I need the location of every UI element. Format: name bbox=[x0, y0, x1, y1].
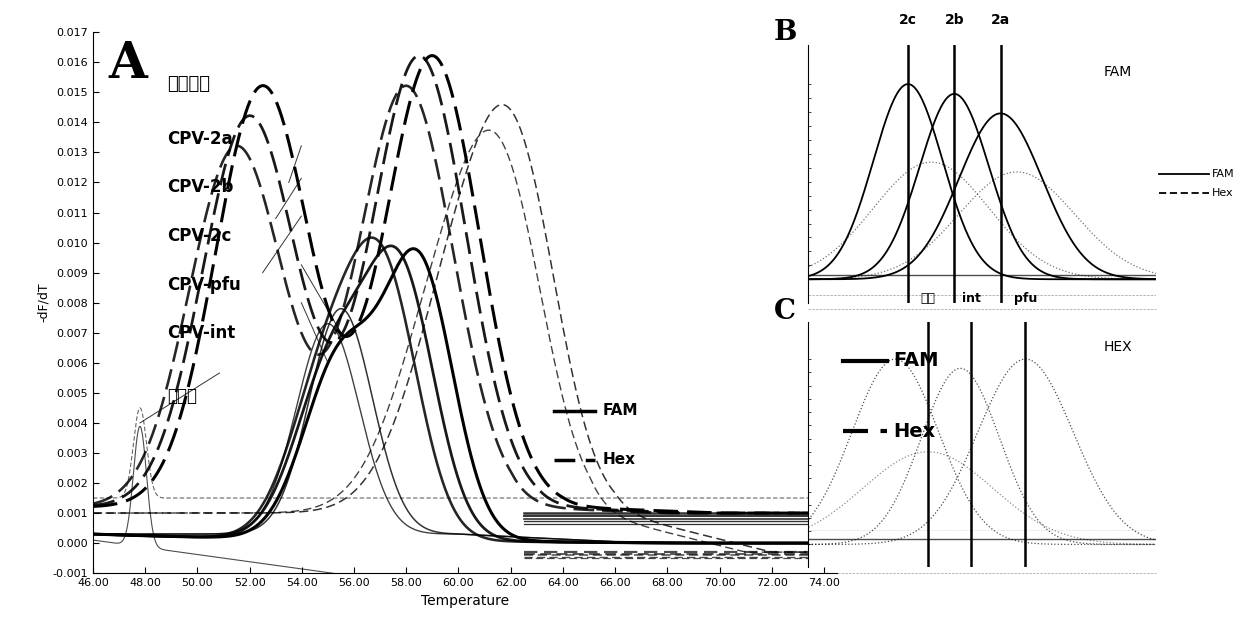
Text: Hex: Hex bbox=[893, 422, 935, 441]
X-axis label: Temperature: Temperature bbox=[420, 594, 510, 607]
Text: CPV-2b: CPV-2b bbox=[167, 178, 234, 196]
Text: pfu: pfu bbox=[1014, 292, 1037, 305]
Text: C: C bbox=[774, 298, 796, 325]
Text: 标准品：: 标准品： bbox=[167, 75, 211, 93]
Text: FAM: FAM bbox=[1211, 169, 1234, 179]
Text: Hex: Hex bbox=[1211, 188, 1233, 198]
Text: 2c: 2c bbox=[899, 14, 918, 28]
Text: CPV-pfu: CPV-pfu bbox=[167, 276, 241, 294]
Text: 野毒: 野毒 bbox=[920, 292, 935, 305]
Text: FAM: FAM bbox=[603, 403, 639, 419]
Text: HEX: HEX bbox=[1104, 341, 1132, 354]
Text: CPV-int: CPV-int bbox=[167, 325, 236, 343]
Text: 水对照: 水对照 bbox=[167, 386, 197, 404]
Text: 2b: 2b bbox=[945, 14, 965, 28]
Text: CPV-2a: CPV-2a bbox=[167, 129, 233, 147]
Text: Hex: Hex bbox=[603, 452, 636, 467]
Text: int: int bbox=[962, 292, 981, 305]
Text: 2a: 2a bbox=[991, 14, 1011, 28]
Text: FAM: FAM bbox=[1104, 65, 1132, 79]
Text: CPV-2c: CPV-2c bbox=[167, 227, 232, 245]
Text: B: B bbox=[774, 19, 797, 46]
Text: A: A bbox=[108, 41, 146, 90]
Y-axis label: -dF/dT: -dF/dT bbox=[37, 283, 50, 323]
Text: FAM: FAM bbox=[893, 351, 939, 370]
